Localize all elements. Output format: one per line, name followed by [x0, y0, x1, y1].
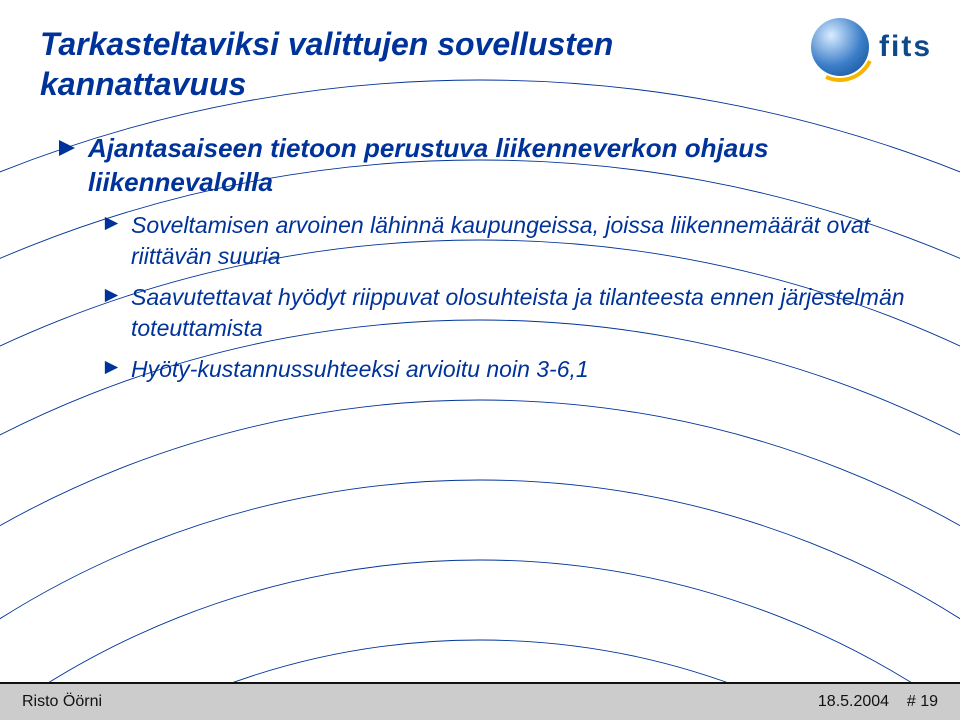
- bullet-level2-text: Hyöty-kustannussuhteeksi arvioitu noin 3…: [131, 354, 589, 385]
- slide-title: Tarkasteltaviksi valittujen sovellusten …: [40, 24, 920, 104]
- logo: fits: [811, 18, 932, 76]
- bullet-level1-text: Ajantasaiseen tietoon perustuva liikenne…: [88, 132, 920, 200]
- sub-bullets: Soveltamisen arvoinen lähinnä kaupungeis…: [104, 210, 920, 385]
- title-line-2: kannattavuus: [40, 66, 246, 102]
- logo-text: fits: [879, 30, 932, 64]
- bullet-level2: Hyöty-kustannussuhteeksi arvioitu noin 3…: [104, 354, 920, 385]
- triangle-bullet-icon: [58, 139, 76, 157]
- triangle-bullet-icon: [104, 360, 119, 375]
- slide-body: Tarkasteltaviksi valittujen sovellusten …: [0, 0, 960, 720]
- triangle-bullet-icon: [104, 288, 119, 303]
- bullet-level2: Soveltamisen arvoinen lähinnä kaupungeis…: [104, 210, 920, 272]
- slide-content: Ajantasaiseen tietoon perustuva liikenne…: [58, 132, 920, 385]
- title-line-1: Tarkasteltaviksi valittujen sovellusten: [40, 26, 613, 62]
- footer-divider: [0, 682, 960, 684]
- footer-author: Risto Öörni: [22, 693, 102, 711]
- footer-date: 18.5.2004: [818, 693, 889, 710]
- logo-globe-icon: [811, 18, 869, 76]
- bullet-level2-text: Saavutettavat hyödyt riippuvat olosuhtei…: [131, 282, 920, 344]
- bullet-level1: Ajantasaiseen tietoon perustuva liikenne…: [58, 132, 920, 200]
- footer-right: 18.5.2004 # 19: [818, 693, 938, 711]
- footer-bar: Risto Öörni 18.5.2004 # 19: [0, 684, 960, 720]
- bullet-level2-text: Soveltamisen arvoinen lähinnä kaupungeis…: [131, 210, 920, 272]
- triangle-bullet-icon: [104, 216, 119, 231]
- footer-page: # 19: [907, 693, 938, 710]
- bullet-level2: Saavutettavat hyödyt riippuvat olosuhtei…: [104, 282, 920, 344]
